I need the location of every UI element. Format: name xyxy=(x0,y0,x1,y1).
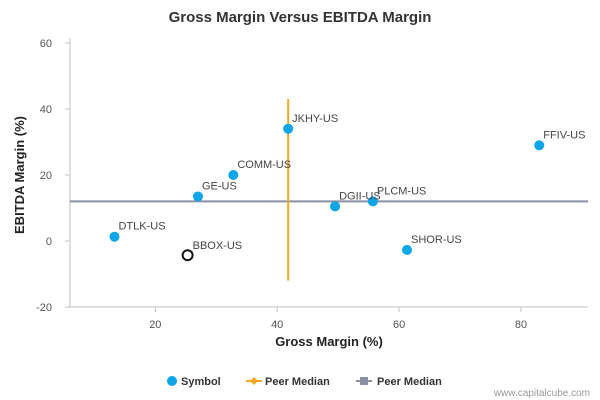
data-point xyxy=(534,140,545,151)
x-tick-label: 20 xyxy=(149,319,161,331)
legend-peer-median-marker xyxy=(250,377,258,385)
credit-text: www.capitalcube.com xyxy=(493,388,590,399)
x-tick-label: 80 xyxy=(515,319,527,331)
plot-area: 60 40 20 0 -20 20 40 60 80 JKHY-US FFIV-US COMM-USG… xyxy=(36,38,588,331)
legend-label: Peer Median xyxy=(265,376,330,388)
data-point xyxy=(330,201,341,212)
x-axis-title: Gross Margin (%) xyxy=(275,334,383,349)
x-tick-label: 60 xyxy=(393,319,405,331)
legend-label: Symbol xyxy=(181,376,221,388)
y-tick-label: -20 xyxy=(36,302,52,314)
data-point xyxy=(367,196,378,207)
data-point xyxy=(109,231,120,242)
data-point-label: COMM-US xyxy=(237,159,291,171)
legend: Symbol Peer Median Peer Median xyxy=(167,376,442,388)
data-point xyxy=(192,191,203,202)
y-tick-label: 60 xyxy=(40,38,52,50)
data-point-label: JKHY-US xyxy=(292,113,338,125)
data-point-label: GE-US xyxy=(202,180,237,192)
chart-title: Gross Margin Versus EBITDA Margin xyxy=(169,9,432,26)
highlight-point-label: BBOX-US xyxy=(193,240,243,252)
y-axis-title: EBITDA Margin (%) xyxy=(12,116,27,234)
data-point-label: DGII-US xyxy=(339,190,381,202)
y-tick-label: 40 xyxy=(40,104,52,116)
data-point xyxy=(283,123,294,134)
legend-peer-median-marker xyxy=(360,377,368,385)
x-tick-label: 40 xyxy=(271,319,283,331)
data-point-label: SHOR-US xyxy=(411,234,462,246)
data-point xyxy=(402,244,413,255)
data-point-label: DTLK-US xyxy=(118,221,165,233)
data-point-label: PLCM-US xyxy=(377,185,427,197)
legend-symbol-marker xyxy=(167,376,177,386)
data-point-label: FFIV-US xyxy=(543,129,585,141)
y-tick-label: 20 xyxy=(40,170,52,182)
highlight-point xyxy=(181,249,194,262)
legend-label: Peer Median xyxy=(377,376,442,388)
y-tick-label: 0 xyxy=(46,236,52,248)
data-point xyxy=(228,170,239,180)
